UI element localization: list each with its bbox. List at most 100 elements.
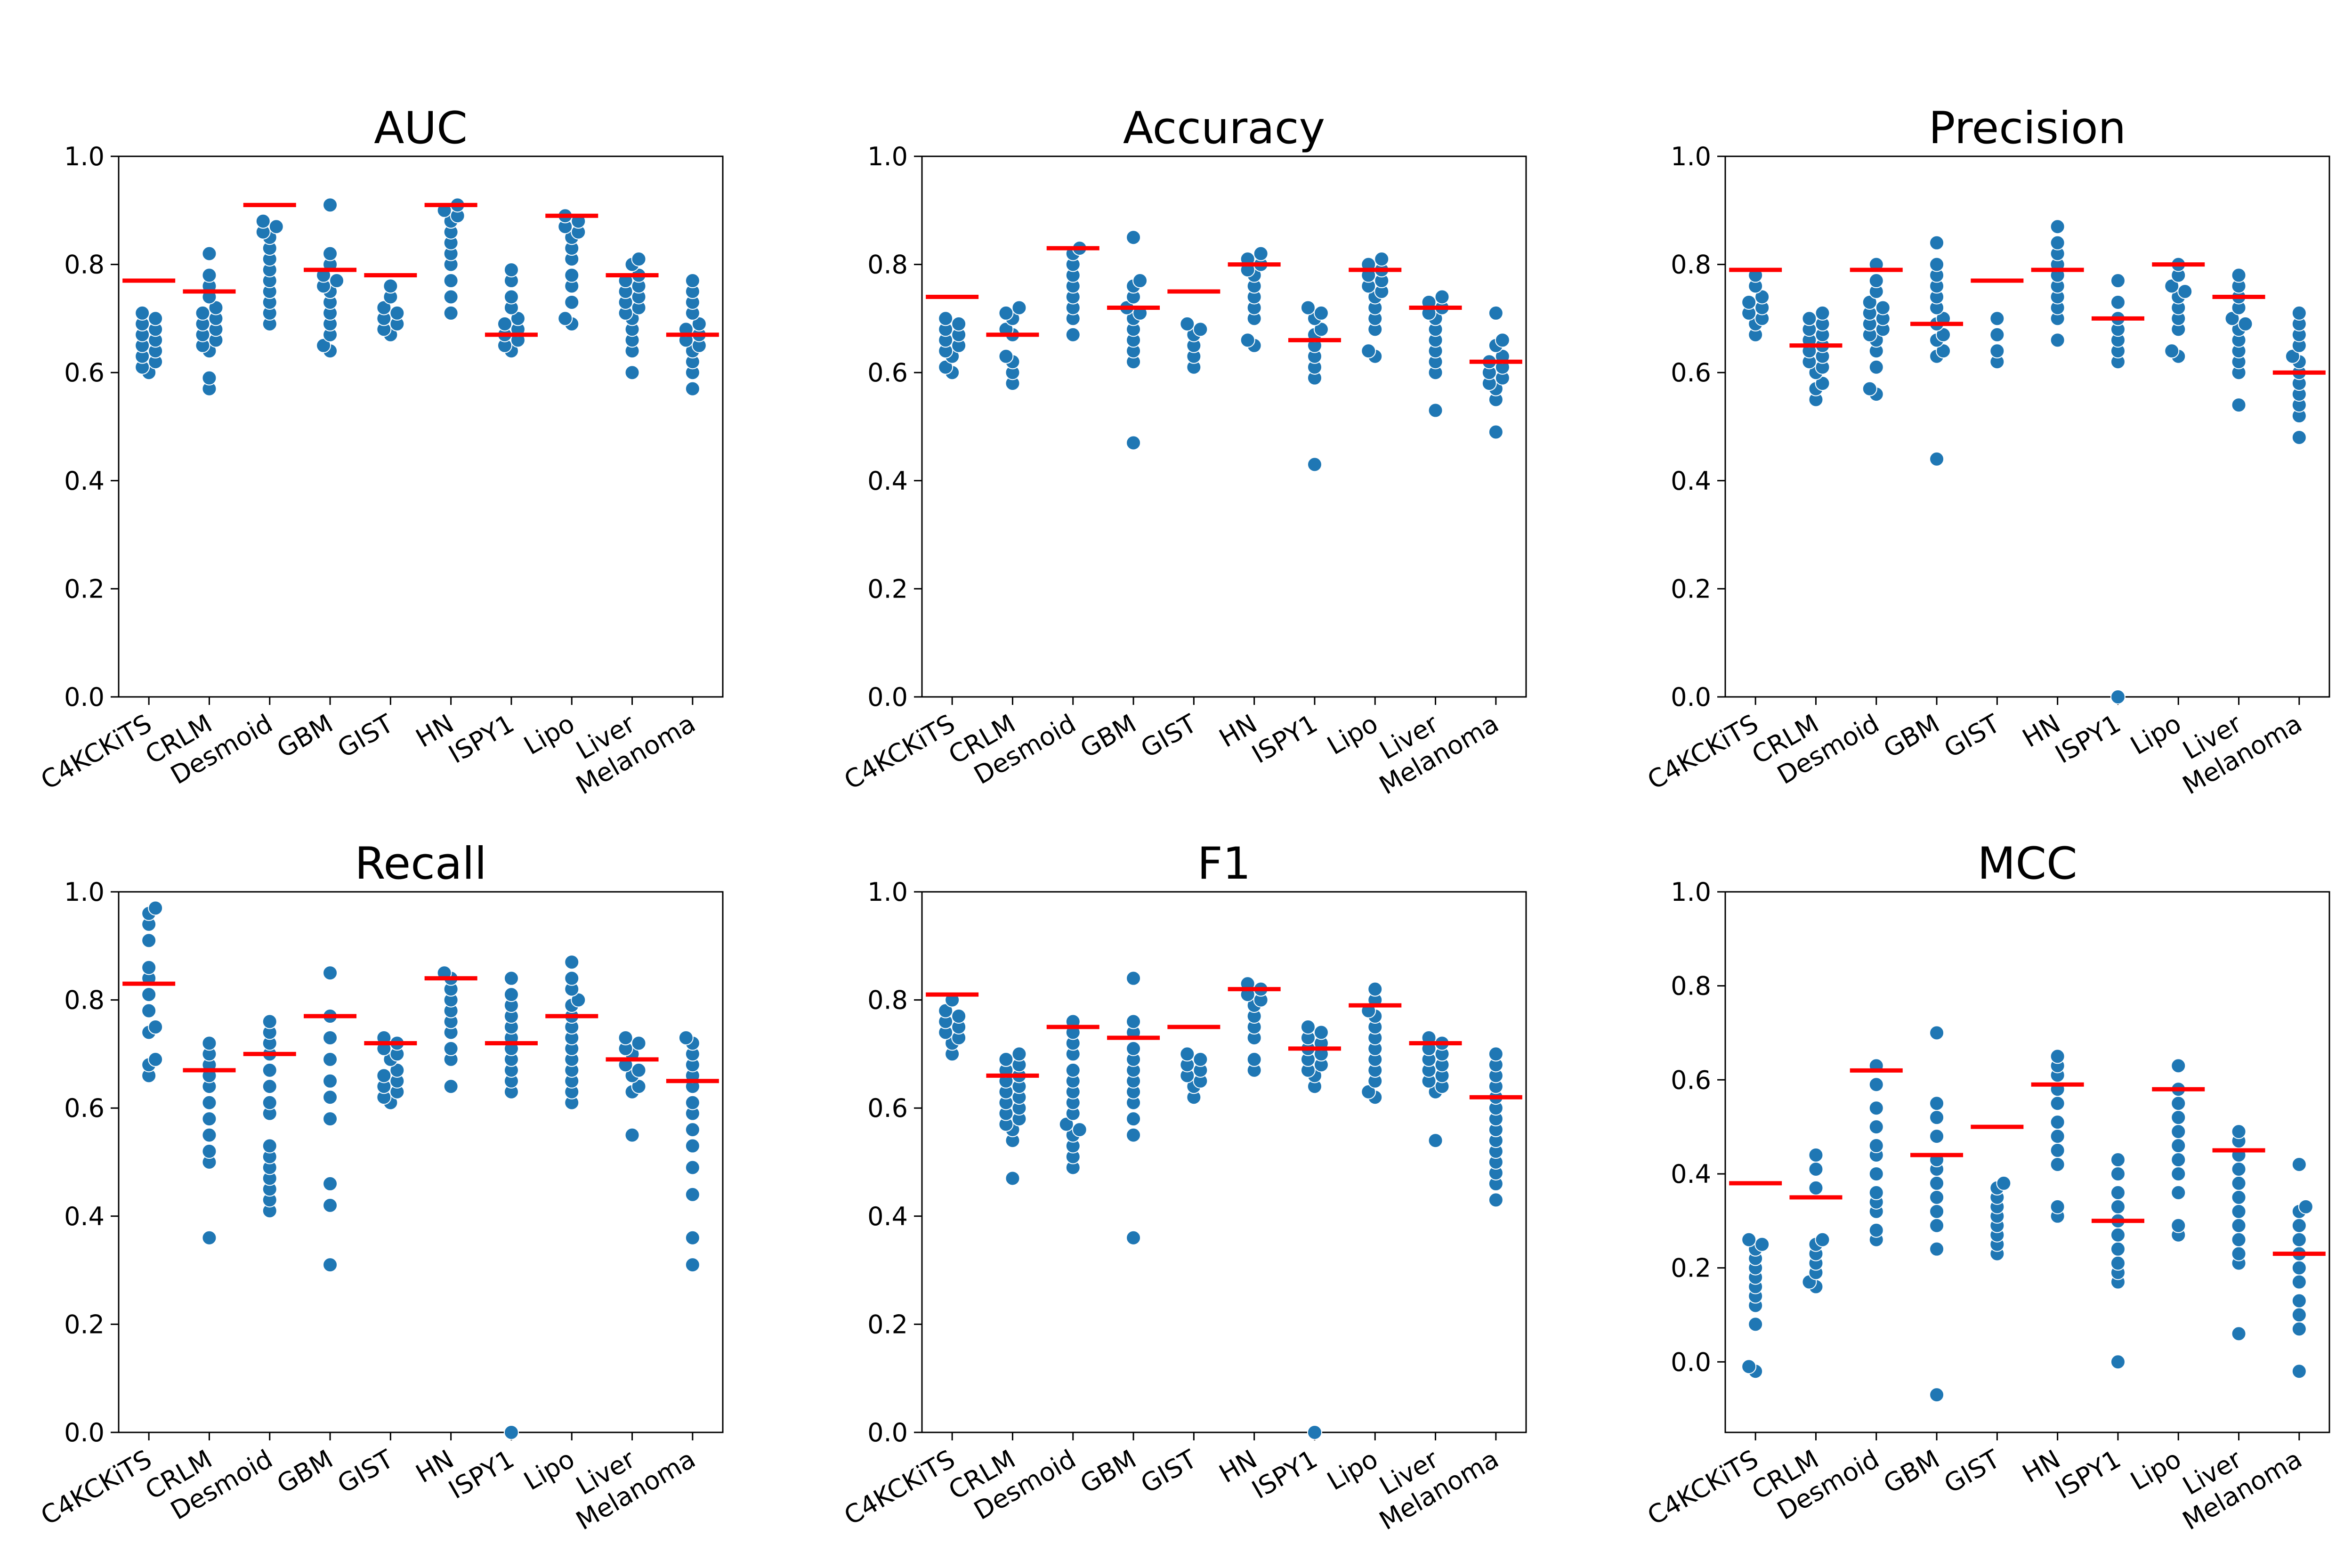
y-tick-label: 0.6 xyxy=(1671,358,1711,388)
data-point xyxy=(2110,294,2126,310)
data-point xyxy=(2291,1274,2307,1290)
data-point xyxy=(2110,273,2126,289)
data-point xyxy=(2171,1152,2186,1168)
y-tick-label: 0.4 xyxy=(1671,1159,1711,1189)
data-point xyxy=(141,960,157,975)
y-tick-label: 0.6 xyxy=(867,1093,908,1123)
data-point xyxy=(1868,1100,1884,1116)
data-point xyxy=(685,1160,700,1175)
data-point xyxy=(631,251,647,267)
y-tick-label: 0.6 xyxy=(867,358,908,388)
y-tick-label: 0.4 xyxy=(64,466,105,496)
data-point xyxy=(2231,1326,2247,1342)
y-tick-label: 0.8 xyxy=(1671,250,1711,280)
data-point xyxy=(2171,1166,2186,1181)
data-point xyxy=(998,1051,1014,1067)
data-point xyxy=(1868,359,1884,375)
data-point xyxy=(1929,1025,1945,1041)
data-point xyxy=(323,1257,338,1273)
data-point xyxy=(685,1257,700,1273)
data-point xyxy=(2291,1260,2307,1276)
data-point xyxy=(951,1009,967,1024)
data-point xyxy=(262,1079,277,1094)
y-tick-label: 0.2 xyxy=(1671,574,1711,604)
data-point xyxy=(202,1095,217,1110)
data-point xyxy=(1126,1230,1141,1245)
data-point xyxy=(564,294,580,310)
data-point xyxy=(631,1079,647,1094)
data-point xyxy=(2171,1096,2186,1111)
y-tick-label: 1.0 xyxy=(64,142,105,171)
data-point xyxy=(1300,1019,1316,1035)
data-point xyxy=(2110,1241,2126,1257)
data-point xyxy=(323,1073,338,1089)
axes-frame xyxy=(1724,155,2330,698)
y-tick-label: 1.0 xyxy=(1671,877,1711,907)
data-point xyxy=(564,267,580,283)
data-point xyxy=(1126,435,1141,451)
data-point xyxy=(624,1127,640,1143)
data-point xyxy=(1868,1138,1884,1154)
data-point xyxy=(443,273,459,289)
data-point xyxy=(1011,1046,1027,1062)
data-point xyxy=(2291,305,2307,321)
data-point xyxy=(2050,1049,2065,1064)
y-tick-label: 0.8 xyxy=(867,986,908,1015)
axes-frame xyxy=(118,891,724,1433)
data-point xyxy=(1072,1122,1087,1138)
data-point xyxy=(1868,1185,1884,1200)
data-point xyxy=(1313,1025,1329,1040)
data-point xyxy=(1741,1232,1757,1247)
data-point xyxy=(2177,284,2193,299)
panel-title: F1 xyxy=(1197,838,1251,889)
data-point xyxy=(202,370,217,386)
panel-title: MCC xyxy=(1977,838,2077,889)
data-point xyxy=(1065,327,1081,342)
data-point xyxy=(1754,1237,1770,1252)
data-point xyxy=(202,246,217,261)
data-point xyxy=(1815,1232,1830,1247)
data-point xyxy=(1361,1084,1376,1099)
data-point xyxy=(1868,273,1884,289)
y-tick-label: 0.0 xyxy=(1671,1347,1711,1377)
data-point xyxy=(443,289,459,305)
data-point xyxy=(2110,1354,2126,1370)
data-point xyxy=(631,1062,647,1078)
data-point xyxy=(202,1127,217,1143)
data-point xyxy=(2231,1175,2247,1191)
data-point xyxy=(503,987,519,1002)
data-point xyxy=(2231,1204,2247,1219)
y-tick-label: 0.8 xyxy=(867,250,908,280)
data-point xyxy=(376,1068,392,1083)
data-point xyxy=(262,1138,277,1154)
data-point xyxy=(255,213,271,229)
data-point xyxy=(564,954,580,970)
data-point xyxy=(1929,1387,1945,1403)
data-point xyxy=(1929,1110,1945,1125)
y-tick-label: 1.0 xyxy=(64,877,105,907)
data-point xyxy=(1005,1171,1020,1186)
data-point xyxy=(2050,1143,2065,1158)
data-point xyxy=(202,1144,217,1159)
data-point xyxy=(1126,1111,1141,1127)
data-point xyxy=(685,1122,700,1138)
data-point xyxy=(2110,1166,2126,1181)
data-point xyxy=(678,1030,694,1045)
data-point xyxy=(1929,1096,1945,1111)
y-tick-label: 0.6 xyxy=(1671,1065,1711,1095)
y-tick-label: 1.0 xyxy=(867,142,908,171)
data-point xyxy=(685,1187,700,1202)
y-tick-label: 0.4 xyxy=(867,466,908,496)
data-point xyxy=(1367,981,1383,997)
data-point xyxy=(2291,1218,2307,1233)
data-point xyxy=(1180,1046,1195,1062)
data-point xyxy=(2298,1199,2313,1214)
data-point xyxy=(685,1138,700,1154)
data-point xyxy=(2231,397,2247,413)
data-point xyxy=(2110,689,2126,704)
data-point xyxy=(202,267,217,283)
data-point xyxy=(1059,1116,1074,1132)
data-point xyxy=(1808,1180,1824,1196)
